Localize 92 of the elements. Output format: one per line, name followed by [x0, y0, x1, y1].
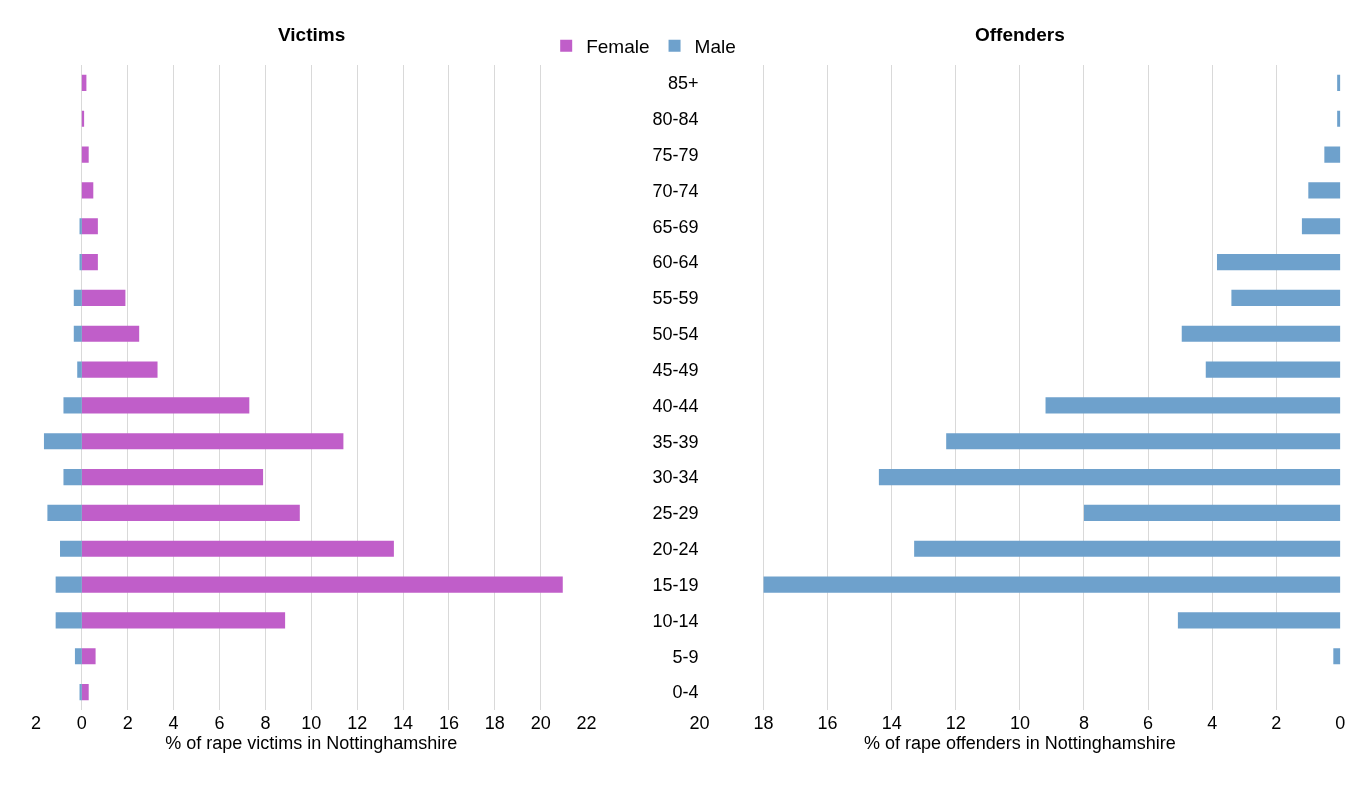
x-tick-label: 10: [1009, 713, 1030, 733]
x-axis-title: % of rape victims in Nottinghamshire: [165, 733, 458, 754]
bar: [55, 612, 82, 629]
bar: [43, 433, 82, 450]
legend-label: Male: [694, 36, 736, 58]
bar: [81, 146, 89, 163]
x-tick-label: 16: [817, 713, 838, 733]
x-tick-label: 18: [484, 713, 505, 733]
bar: [1333, 648, 1341, 665]
y-tick-label: 30-34: [652, 467, 699, 488]
bar: [1177, 612, 1341, 629]
bar: [1045, 397, 1341, 414]
bar: [60, 540, 82, 557]
y-tick-label: 10-14: [652, 610, 699, 631]
x-tick-label: 8: [1078, 713, 1089, 733]
bar: [1216, 254, 1341, 271]
bar: [81, 648, 96, 665]
x-tick-label: 14: [881, 713, 902, 733]
bar: [1083, 504, 1341, 521]
chart-title: Offenders: [975, 24, 1065, 45]
x-tick-label: 6: [1143, 713, 1154, 733]
bar: [81, 504, 300, 521]
y-tick-label: 55-59: [652, 288, 699, 309]
bar: [81, 469, 264, 486]
x-tick-label: 0: [76, 713, 87, 733]
bar: [63, 469, 82, 486]
bar: [81, 289, 126, 306]
bar: [74, 648, 82, 665]
y-tick-label: 0-4: [672, 682, 699, 703]
x-axis-title: % of rape offenders in Nottinghamshire: [863, 733, 1176, 754]
y-tick-label: 80-84: [652, 109, 699, 130]
bar: [81, 540, 394, 557]
x-tick-label: 2: [122, 713, 133, 733]
x-tick-label: 0: [1335, 713, 1346, 733]
bar: [81, 182, 94, 199]
bar: [55, 576, 82, 593]
x-tick-label: 18: [753, 713, 774, 733]
legend-label: Female: [586, 36, 650, 58]
x-tick-label: 14: [393, 713, 414, 733]
bar: [81, 218, 98, 235]
y-tick-label: 20-24: [652, 539, 699, 560]
bar: [878, 469, 1341, 486]
chart-title: Victims: [278, 24, 346, 45]
x-tick-label: 2: [1271, 713, 1282, 733]
y-tick-label: 35-39: [652, 431, 699, 452]
bar: [47, 504, 82, 521]
y-tick-label: 40-44: [652, 395, 699, 416]
x-tick-label: 10: [301, 713, 322, 733]
x-tick-label: 6: [214, 713, 225, 733]
bar: [77, 361, 82, 378]
x-tick-label: 2: [30, 713, 41, 733]
x-tick-label: 12: [347, 713, 368, 733]
bar: [81, 325, 140, 342]
x-tick-label: 8: [260, 713, 271, 733]
x-tick-label: 4: [168, 713, 179, 733]
bar: [1181, 325, 1341, 342]
x-tick-label: 12: [945, 713, 966, 733]
y-tick-label: 65-69: [652, 216, 699, 237]
x-tick-label: 4: [1207, 713, 1218, 733]
bar: [946, 433, 1341, 450]
bar: [1301, 218, 1341, 235]
y-tick-label: 25-29: [652, 503, 699, 524]
y-tick-label: 50-54: [652, 324, 699, 345]
bar: [914, 540, 1341, 557]
bar: [81, 433, 344, 450]
bar: [81, 397, 250, 414]
bar: [81, 254, 98, 271]
y-tick-label: 15-19: [652, 574, 699, 595]
y-tick-label: 70-74: [652, 180, 699, 201]
bar: [1205, 361, 1341, 378]
bar: [81, 361, 158, 378]
y-tick-label: 85+: [667, 73, 699, 94]
bar: [1337, 110, 1341, 127]
bar: [81, 576, 563, 593]
bar: [81, 612, 286, 629]
y-tick-label: 60-64: [652, 252, 699, 273]
x-tick-label: 22: [576, 713, 597, 733]
bar: [73, 289, 82, 306]
bar: [81, 684, 89, 701]
bar: [763, 576, 1341, 593]
bar: [1308, 182, 1341, 199]
bar: [1324, 146, 1341, 163]
bar: [63, 397, 82, 414]
x-tick-label: 20: [530, 713, 551, 733]
x-tick-label: 20: [689, 713, 710, 733]
bar: [73, 325, 82, 342]
x-tick-label: 16: [438, 713, 459, 733]
bar: [1231, 289, 1341, 306]
y-tick-label: 45-49: [652, 359, 699, 380]
y-tick-label: 5-9: [672, 646, 699, 667]
bar: [1337, 74, 1341, 91]
y-tick-label: 75-79: [652, 144, 699, 165]
